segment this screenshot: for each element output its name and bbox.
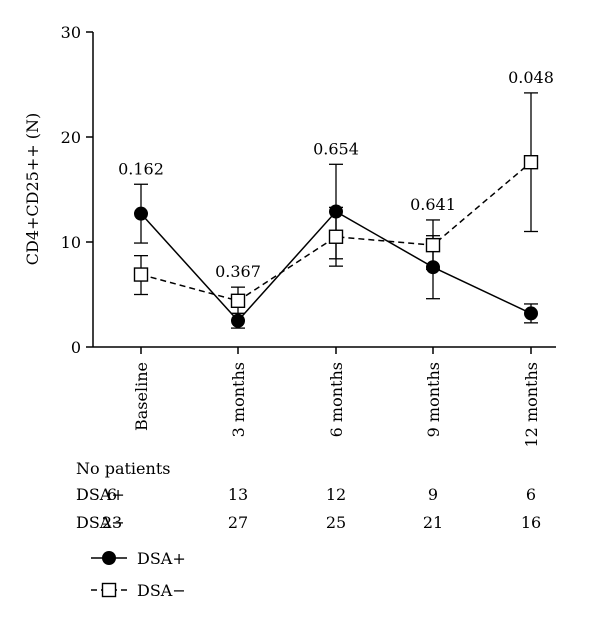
p-value-label: 0.048 bbox=[508, 68, 554, 87]
patients-cell: 12 bbox=[326, 485, 346, 504]
data-point bbox=[426, 260, 440, 274]
y-tick-label: 10 bbox=[61, 233, 81, 252]
legend-marker bbox=[103, 584, 116, 597]
data-point bbox=[427, 239, 440, 252]
data-point bbox=[525, 156, 538, 169]
patients-cell: 27 bbox=[228, 513, 248, 532]
y-axis-label: CD4+CD25++ (N) bbox=[23, 113, 42, 265]
y-tick-label: 0 bbox=[71, 338, 81, 357]
patients-cell: 16 bbox=[521, 513, 541, 532]
plot-area: 0.162 0.367 0.654 0.641 0.048 bbox=[118, 68, 554, 328]
p-value-label: 0.654 bbox=[313, 139, 359, 158]
patients-cell: 6 bbox=[107, 485, 117, 504]
patients-cell: 25 bbox=[326, 513, 346, 532]
x-tick-label: 12 months bbox=[522, 362, 541, 448]
p-value-label: 0.641 bbox=[410, 195, 456, 214]
patients-cell: 23 bbox=[102, 513, 122, 532]
patients-cell: 21 bbox=[423, 513, 443, 532]
legend-label: DSA+ bbox=[137, 549, 186, 568]
data-point bbox=[524, 306, 538, 320]
data-point bbox=[134, 207, 148, 221]
patients-table-title: No patients bbox=[76, 459, 170, 478]
y-tick-label: 20 bbox=[61, 128, 81, 147]
patients-cell: 6 bbox=[526, 485, 536, 504]
p-value-label: 0.162 bbox=[118, 159, 164, 178]
legend: DSA+ DSA− bbox=[91, 549, 186, 600]
legend-marker bbox=[102, 551, 116, 565]
data-point bbox=[135, 268, 148, 281]
x-tick-label: 3 months bbox=[229, 362, 248, 437]
data-point bbox=[232, 294, 245, 307]
patients-cell: 9 bbox=[428, 485, 438, 504]
data-point bbox=[231, 314, 245, 328]
x-tick-label: 6 months bbox=[327, 362, 346, 437]
x-tick-label: 9 months bbox=[424, 362, 443, 437]
patients-row-label: DSA+ bbox=[76, 485, 125, 504]
legend-label: DSA− bbox=[137, 581, 186, 600]
data-point bbox=[330, 230, 343, 243]
y-tick-label: 30 bbox=[61, 23, 81, 42]
x-tick-label: Baseline bbox=[132, 362, 151, 431]
axes: 0 10 20 30 Baseline 3 months 6 months 9 months 1… bbox=[61, 23, 556, 448]
p-value-label: 0.367 bbox=[215, 262, 261, 281]
patients-cell: 13 bbox=[228, 485, 248, 504]
data-point bbox=[329, 205, 343, 219]
